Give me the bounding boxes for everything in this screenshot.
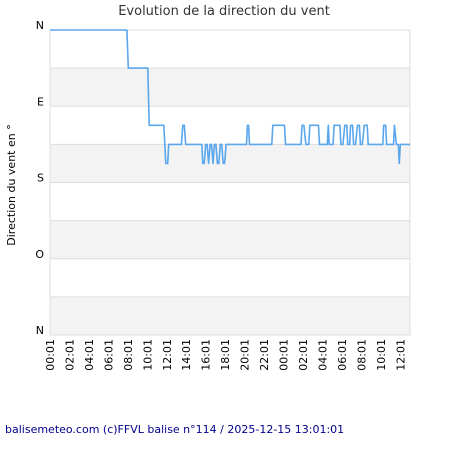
- y-tick-label: N: [36, 19, 44, 32]
- y-tick-labels: N E S O N: [35, 19, 44, 337]
- chart-title: Evolution de la direction du vent: [118, 4, 330, 19]
- x-tick-label: 00:01: [44, 339, 57, 371]
- grid-bands: [50, 68, 410, 335]
- x-tick-label: 10:01: [141, 339, 154, 371]
- grid-band: [50, 296, 410, 335]
- grid-band: [50, 68, 410, 107]
- grid-band: [50, 144, 410, 183]
- x-tick-label: 06:01: [102, 339, 115, 371]
- y-tick-label: S: [37, 172, 44, 185]
- x-tick-label: 10:01: [375, 339, 388, 371]
- x-tick-label: 02:01: [297, 339, 310, 371]
- y-tick-label: O: [35, 248, 44, 261]
- x-tick-label: 04:01: [83, 339, 96, 371]
- x-tick-labels: 00:01 02:01 04:01 06:01 08:01 10:01 12:01 14:01…: [44, 339, 407, 371]
- series-line: [50, 29, 410, 165]
- x-tick-label: 22:01: [258, 339, 271, 371]
- x-tick-label: 06:01: [336, 339, 349, 371]
- y-tick-label: N: [36, 324, 44, 337]
- y-tick-label: E: [37, 95, 44, 108]
- x-tick-label: 04:01: [316, 339, 329, 371]
- x-tick-label: 12:01: [394, 339, 407, 371]
- plot-frame: [49, 29, 411, 336]
- x-tick-label: 02:01: [63, 339, 76, 371]
- x-tick-label: 00:01: [278, 339, 291, 371]
- y-axis-title: Direction du vent en °: [5, 124, 18, 245]
- x-tick-label: 18:01: [219, 339, 232, 371]
- x-tick-label: 16:01: [200, 339, 213, 371]
- x-tick-label: 08:01: [355, 339, 368, 371]
- x-tick-label: 08:01: [122, 339, 135, 371]
- series-group: [50, 29, 410, 165]
- x-tick-label: 20:01: [239, 339, 252, 371]
- x-tick-label: 14:01: [180, 339, 193, 371]
- footer-credit: balisemeteo.com (c)FFVL balise n°114 / 2…: [5, 423, 345, 436]
- grid-band: [50, 220, 410, 259]
- x-tick-label: 12:01: [161, 339, 174, 371]
